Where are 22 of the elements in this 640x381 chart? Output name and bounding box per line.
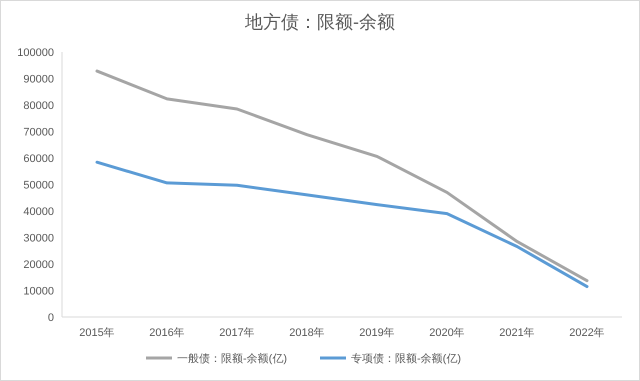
xtick: 2019年 <box>359 327 395 339</box>
ytick: 20000 <box>23 259 54 271</box>
ytick: 70000 <box>23 126 54 138</box>
ytick: 50000 <box>23 180 54 192</box>
xtick: 2018年 <box>289 327 325 339</box>
ytick: 40000 <box>23 206 54 218</box>
xtick: 2015年 <box>79 327 115 339</box>
ytick: 0 <box>48 312 54 324</box>
ytick: 30000 <box>23 232 54 244</box>
xtick: 2022年 <box>569 327 605 339</box>
xtick: 2016年 <box>149 327 185 339</box>
ytick: 90000 <box>23 74 54 86</box>
ytick: 80000 <box>23 100 54 112</box>
ytick: 10000 <box>23 286 54 298</box>
legend: 专项债：限额-余额(亿) <box>351 353 461 365</box>
xtick: 2020年 <box>429 327 465 339</box>
xtick: 2017年 <box>219 327 255 339</box>
ytick: 100000 <box>17 47 54 59</box>
title: 地方债：限额-余额 <box>245 12 395 32</box>
xtick: 2021年 <box>499 327 535 339</box>
legend: 一般债：限额-余额(亿) <box>177 353 287 365</box>
ytick: 60000 <box>23 153 54 165</box>
